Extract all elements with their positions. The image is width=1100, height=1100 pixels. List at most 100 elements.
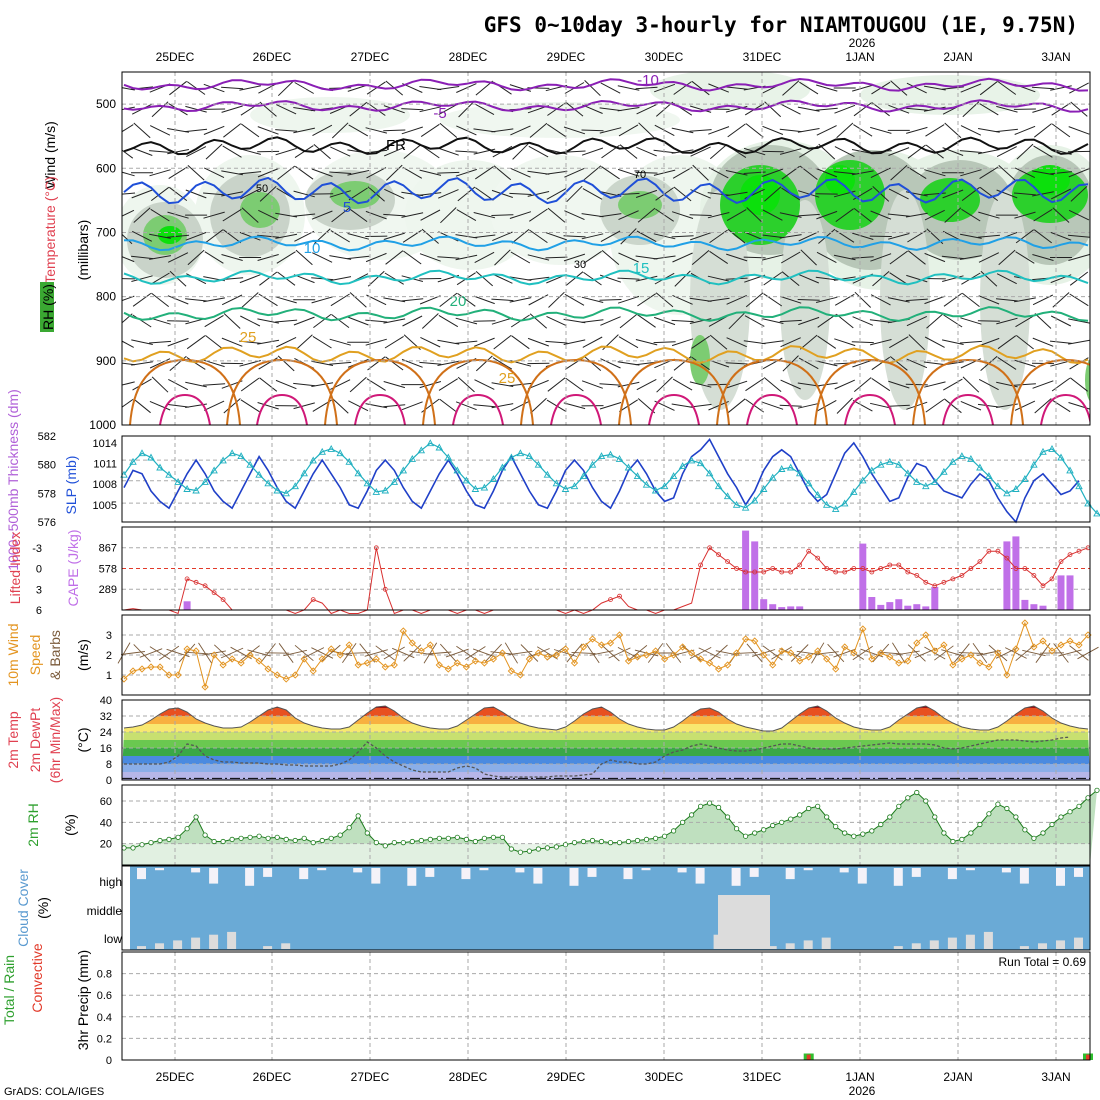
rh-marker <box>941 830 947 836</box>
cloud-cell-low <box>803 940 813 949</box>
lifted-index-marker <box>878 566 884 571</box>
thickness-marker <box>264 479 272 487</box>
wind-barb <box>347 255 370 260</box>
wind-barb <box>419 361 442 365</box>
cape-frame <box>121 526 1091 611</box>
wind-barb <box>546 315 567 327</box>
wind-barb <box>1032 191 1054 197</box>
wind-barb <box>943 314 963 328</box>
wind-barb <box>547 123 566 138</box>
wind-barb <box>689 214 712 216</box>
wind-barb <box>529 229 548 244</box>
wind-barb <box>599 213 622 218</box>
wind-barb <box>907 166 927 180</box>
rh-low-band <box>122 843 1090 865</box>
wind-barb <box>348 124 369 137</box>
wind-barb <box>780 295 802 304</box>
wind-barb <box>708 167 729 179</box>
cape-bar <box>922 606 930 610</box>
cloud-cell-high <box>515 868 525 873</box>
wind-axis-label-a: 10m Wind <box>5 623 21 686</box>
wind-barb <box>887 213 910 217</box>
wind-barb <box>797 402 820 409</box>
surface-wind-barb <box>571 651 596 655</box>
wind-barb <box>329 276 352 282</box>
wind-speed-marker <box>453 659 461 667</box>
wind-speed-marker <box>651 647 660 655</box>
rh-marker <box>1058 814 1064 820</box>
wind-barb <box>618 252 639 263</box>
rh-marker <box>1094 787 1100 793</box>
rh-marker <box>139 842 145 848</box>
wind-tick: 1 <box>106 670 112 682</box>
wind-barb <box>635 86 658 90</box>
wind-barb <box>870 167 891 179</box>
wind-barb <box>383 318 406 324</box>
wind-barb <box>275 129 298 132</box>
wind-barb <box>347 316 369 326</box>
wind-barb <box>150 272 170 285</box>
wind-barb <box>131 275 153 282</box>
wind-barb <box>653 169 676 176</box>
wind-barb <box>122 381 135 386</box>
thickness-marker <box>958 452 966 460</box>
thickness-marker <box>354 469 362 477</box>
wind-barb <box>689 381 712 388</box>
wind-speed-marker <box>1057 641 1065 649</box>
wind-barb <box>996 189 1018 199</box>
temperature-band <box>122 724 1090 732</box>
temperature-band <box>122 706 1090 708</box>
wind-barb <box>941 255 964 260</box>
rh-marker <box>409 838 415 845</box>
wind-speed-marker <box>246 651 254 659</box>
wind-barb <box>545 232 567 241</box>
cape-bar <box>886 602 894 610</box>
wind-barb <box>617 277 640 280</box>
lifted-index-marker <box>770 566 776 571</box>
surface-wind-barb <box>860 648 884 658</box>
thickness-axis-label: 1000~500mb Thickness (dm) <box>5 389 21 570</box>
rh-marker <box>553 844 560 850</box>
wind-barb <box>655 292 674 308</box>
cloud-cell-low <box>1074 937 1083 949</box>
rh-marker <box>788 816 794 822</box>
wind-barb <box>131 339 153 345</box>
wind-barb <box>1068 168 1090 178</box>
cloud-cell-high <box>407 868 417 886</box>
temperature-tick: 32 <box>100 711 112 723</box>
wind-barb <box>671 319 694 323</box>
wind-barb <box>959 150 982 153</box>
wind-barb <box>727 398 746 414</box>
wind-barb <box>653 149 676 154</box>
wind-barb <box>1014 297 1036 303</box>
wind-barb <box>419 192 442 196</box>
surface-wind-barb <box>465 646 486 660</box>
wind-barb <box>203 211 225 219</box>
surface-wind-barb <box>746 643 763 663</box>
rh-marker <box>166 836 172 843</box>
wind-speed-marker <box>480 659 489 667</box>
wind-barb <box>870 210 892 220</box>
wind-barb <box>510 251 531 264</box>
wind-barb <box>546 188 567 200</box>
surface-wind-barb <box>733 651 758 655</box>
wind-barb <box>438 103 459 116</box>
wind-barb <box>384 335 404 349</box>
wind-barb <box>869 150 892 153</box>
wind-barb <box>1014 359 1036 368</box>
wind-barb <box>420 123 440 138</box>
lifted-index-marker <box>905 569 911 575</box>
isotherm-1 <box>123 99 1089 113</box>
wind-barb <box>671 211 694 219</box>
lifted-index-marker <box>608 597 613 602</box>
wind-barb <box>907 144 926 159</box>
lifted-index-marker <box>815 555 821 561</box>
rh-marker <box>806 805 812 812</box>
wind-barb <box>440 207 457 224</box>
rh-shade-region <box>240 192 280 228</box>
cape-bar <box>751 541 759 610</box>
date-label-top: 28DEC <box>449 50 488 64</box>
wind-barb <box>403 144 422 159</box>
lifted-index-marker <box>382 586 388 592</box>
thickness-marker <box>813 490 822 498</box>
